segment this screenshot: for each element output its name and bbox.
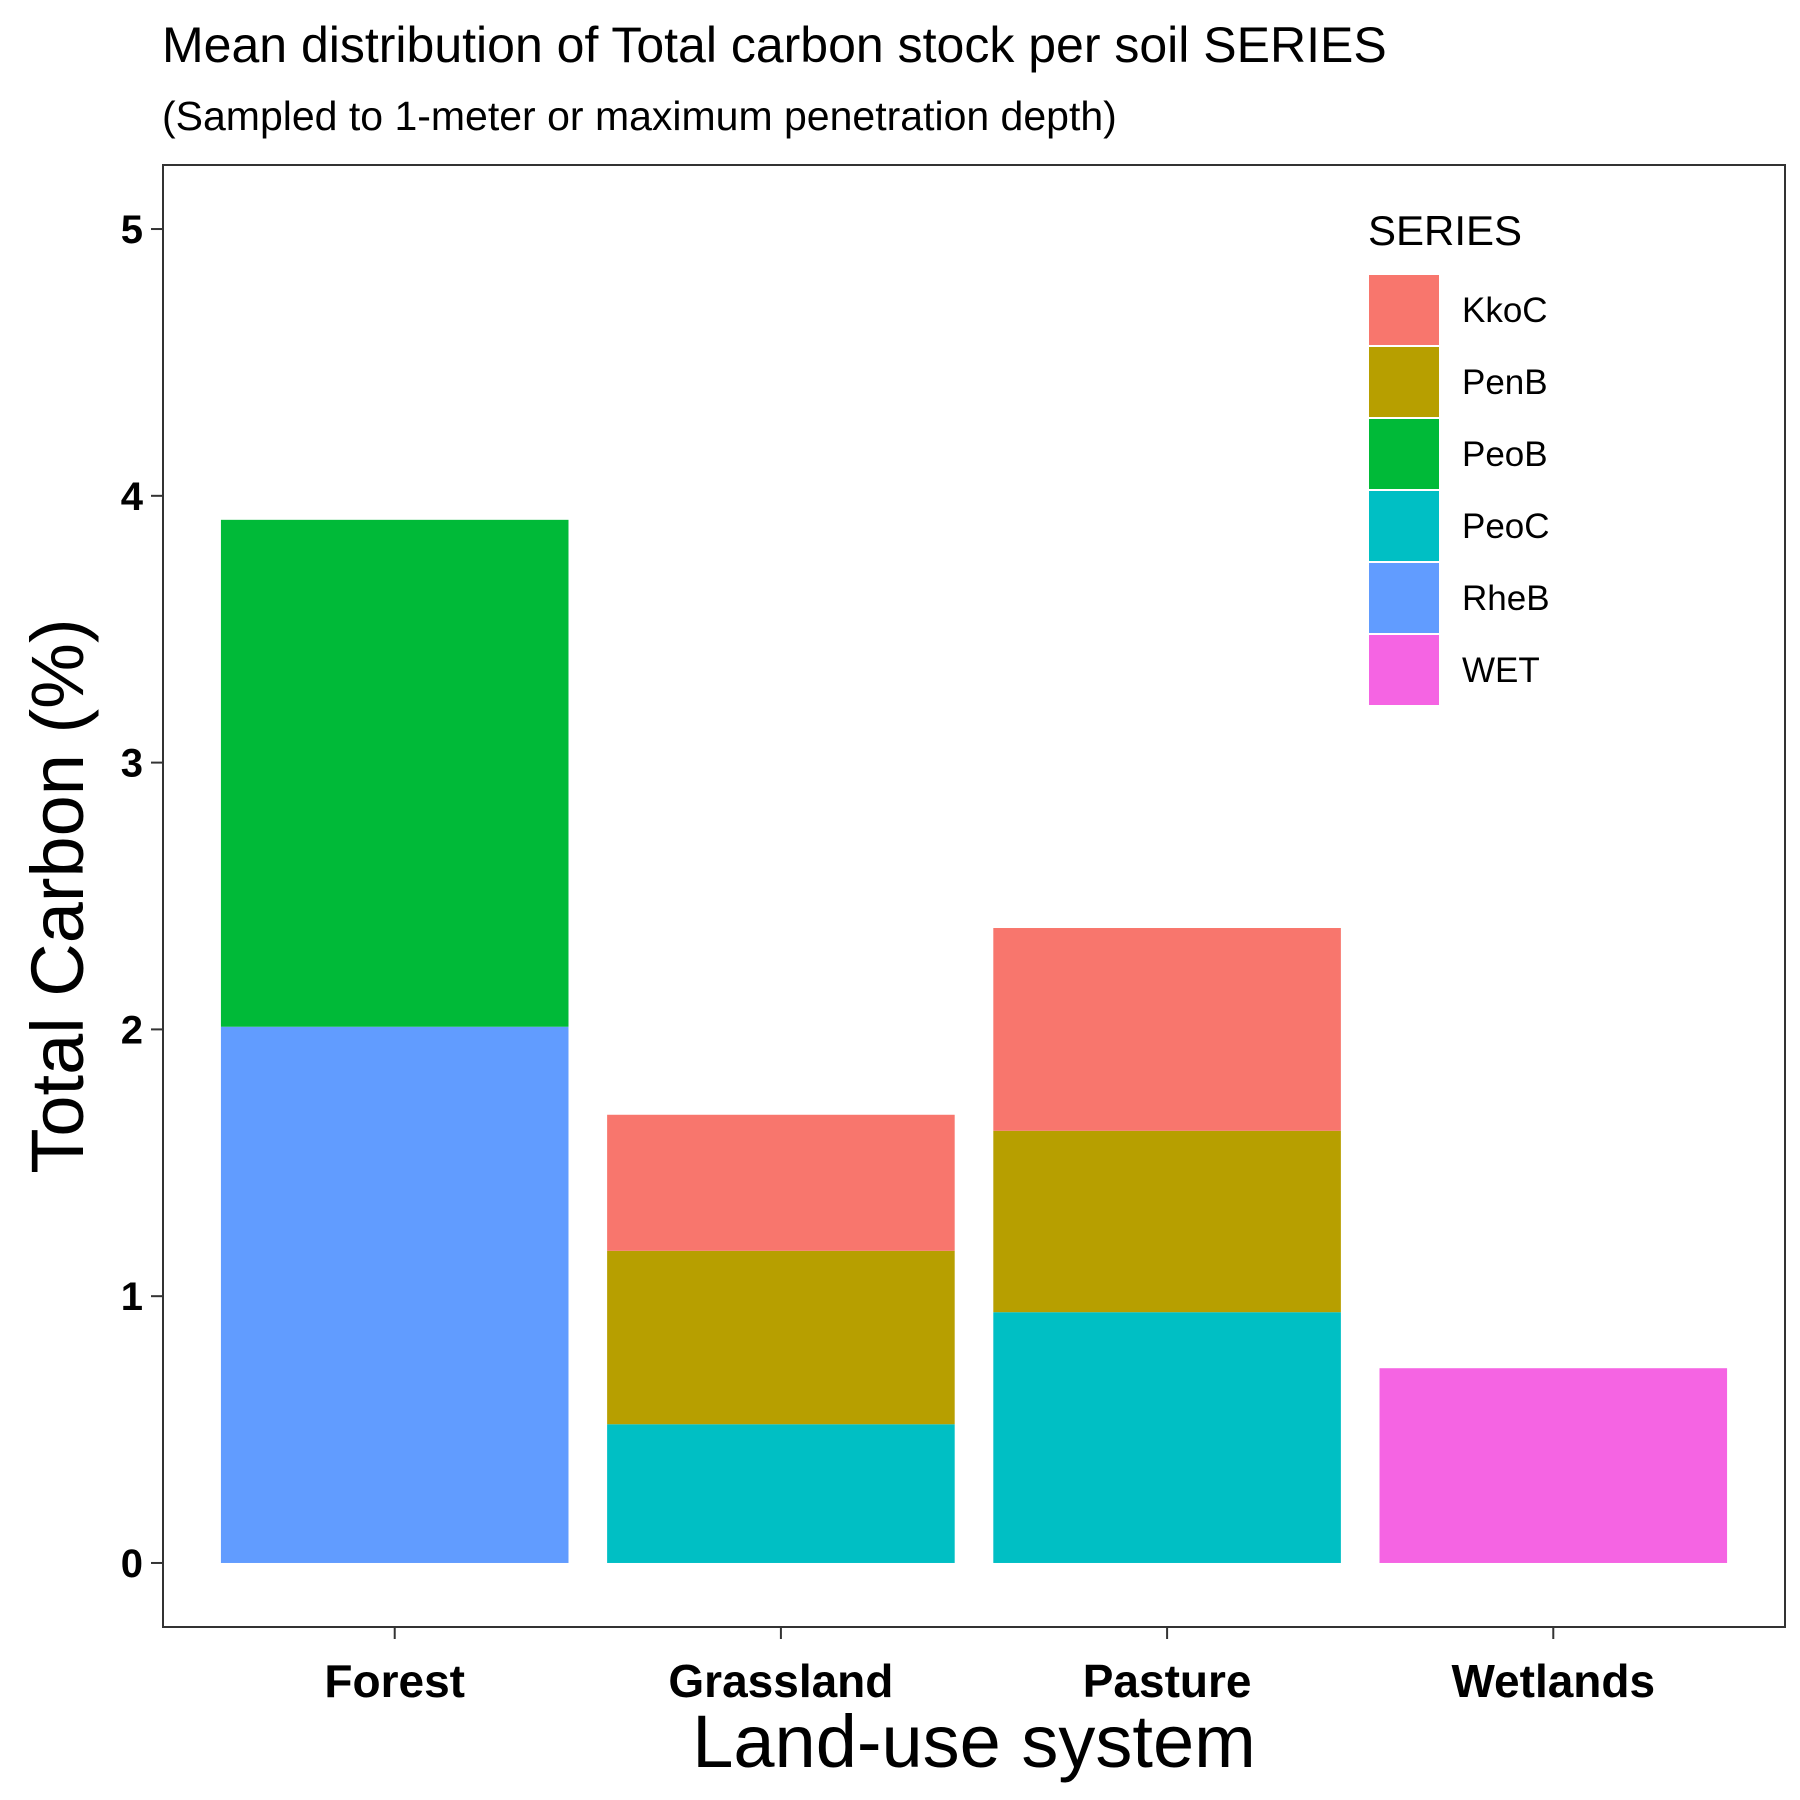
y-axis: 0 1 2 3 4 5 bbox=[121, 208, 163, 1586]
legend-key-kkoc bbox=[1367, 273, 1441, 347]
y-tick-label: 4 bbox=[121, 475, 144, 519]
y-tick-label: 3 bbox=[121, 742, 143, 786]
legend-key-peob bbox=[1367, 417, 1441, 491]
chart-title: Mean distribution of Total carbon stock … bbox=[162, 17, 1387, 73]
legend-key-peoc bbox=[1367, 489, 1441, 563]
legend-label-peob: PeoB bbox=[1462, 435, 1548, 474]
x-tick-label: Forest bbox=[324, 1655, 465, 1707]
legend-key-wet bbox=[1367, 633, 1441, 707]
legend-label-penb: PenB bbox=[1462, 363, 1548, 402]
x-tick-label: Wetlands bbox=[1451, 1655, 1655, 1707]
bars-layer bbox=[220, 519, 1728, 1563]
y-tick-label: 5 bbox=[121, 208, 143, 252]
legend-key-penb bbox=[1367, 345, 1441, 419]
x-tick-label: Grassland bbox=[668, 1655, 893, 1707]
bar-wetlands-wet bbox=[1379, 1368, 1728, 1563]
plot-panel-border bbox=[162, 164, 1786, 1628]
y-axis-title: Total Carbon (%) bbox=[16, 618, 99, 1173]
legend-label-peoc: PeoC bbox=[1462, 507, 1550, 546]
x-axis: Forest Grassland Pasture Wetlands bbox=[324, 1627, 1655, 1707]
bar-pasture-kkoc bbox=[993, 928, 1341, 1131]
bar-forest-rheb bbox=[220, 1026, 569, 1563]
legend-title: SERIES bbox=[1368, 207, 1522, 254]
bar-grassland-peoc bbox=[607, 1424, 955, 1563]
bar-grassland-penb bbox=[607, 1250, 955, 1425]
chart-subtitle: (Sampled to 1-meter or maximum penetrati… bbox=[162, 93, 1117, 139]
y-tick-label: 2 bbox=[121, 1008, 143, 1052]
legend: SERIES KkoC PenB PeoB PeoC RheB WET bbox=[1367, 207, 1550, 707]
bar-pasture-penb bbox=[993, 1130, 1341, 1313]
y-tick-label: 1 bbox=[121, 1275, 143, 1319]
x-axis-title: Land-use system bbox=[692, 1700, 1256, 1783]
legend-label-wet: WET bbox=[1462, 651, 1540, 690]
bar-pasture-peoc bbox=[993, 1312, 1341, 1563]
y-tick-label: 0 bbox=[121, 1542, 143, 1586]
bar-forest-peob bbox=[220, 519, 569, 1027]
bar-grassland-kkoc bbox=[607, 1114, 955, 1251]
legend-label-kkoc: KkoC bbox=[1462, 291, 1548, 330]
legend-label-rheb: RheB bbox=[1462, 579, 1550, 618]
legend-key-rheb bbox=[1367, 561, 1441, 635]
x-tick-label: Pasture bbox=[1083, 1655, 1252, 1707]
